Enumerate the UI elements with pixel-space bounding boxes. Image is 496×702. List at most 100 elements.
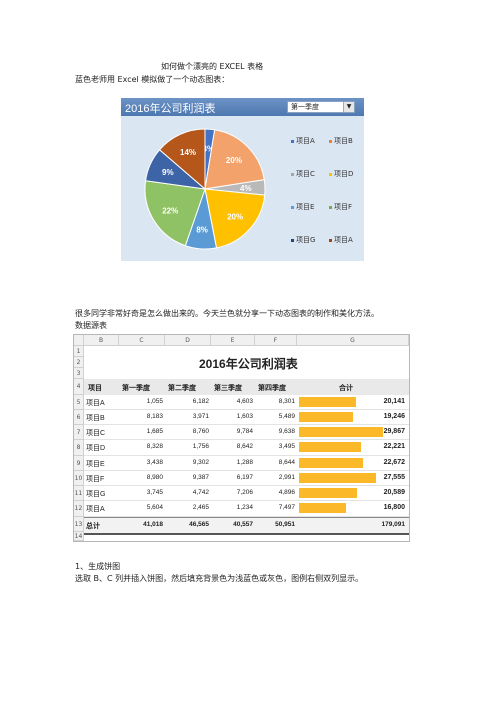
row-total: 22,672 xyxy=(383,459,405,466)
quarter-value: 8,760 xyxy=(192,428,209,435)
total-bar xyxy=(299,412,353,422)
pie-data-label: 4% xyxy=(240,184,252,193)
column-header: D xyxy=(165,335,211,346)
pie-data-label: 22% xyxy=(162,206,178,215)
quarter-value: 9,387 xyxy=(192,474,209,481)
legend-label: 项目E xyxy=(296,203,315,211)
table-header: 第四季度 xyxy=(258,385,286,392)
project-name: 项目C xyxy=(86,430,106,437)
legend-item: 项目B xyxy=(329,136,353,146)
quarter-value: 8,642 xyxy=(236,443,253,450)
legend-swatch xyxy=(329,139,332,143)
legend-swatch xyxy=(329,238,332,242)
quarter-value: 9,638 xyxy=(278,428,295,435)
corner-cell xyxy=(74,335,84,346)
legend-swatch xyxy=(291,238,294,242)
spreadsheet-screenshot: B C D E F G 1 2 3 4 5 6 7 8 9 10 11 12 13 14 2016年公司利润表 项目 第一季… xyxy=(73,334,410,542)
table-header: 项目 xyxy=(88,385,102,392)
total-bar xyxy=(299,473,376,483)
row-header: 3 xyxy=(74,368,84,379)
table-header: 合计 xyxy=(339,385,353,392)
pie-chart: 3% 20% 4% 20% 8% 22% 9% 14% xyxy=(144,128,266,250)
quarter-value: 3,495 xyxy=(278,443,295,450)
row-header: 12 xyxy=(74,501,84,517)
quarter-value: 8,644 xyxy=(278,459,295,466)
pie-data-label: 20% xyxy=(227,213,243,222)
quarter-value: 7,497 xyxy=(278,504,295,511)
row-header: 14 xyxy=(74,532,84,541)
pie-slice xyxy=(204,188,266,249)
table-header: 第三季度 xyxy=(214,385,242,392)
header-row-bg xyxy=(84,379,409,395)
legend-label: 项目A xyxy=(334,236,353,244)
table-row-line xyxy=(84,485,409,486)
pie-slice xyxy=(144,180,206,247)
project-name: 项目F xyxy=(86,476,105,483)
total-value: 40,557 xyxy=(233,521,253,528)
total-bar xyxy=(299,458,363,468)
quarter-value: 4,896 xyxy=(278,489,295,496)
quarter-value: 1,685 xyxy=(146,428,163,435)
quarter-value: 9,302 xyxy=(192,459,209,466)
legend-item: 项目A xyxy=(291,136,315,146)
row-header: 2 xyxy=(74,357,84,368)
quarter-value: 6,197 xyxy=(236,474,253,481)
intro-text: 蓝色老师用 Excel 模拟做了一个动态图表： xyxy=(75,75,230,84)
row-header: 7 xyxy=(74,425,84,440)
chevron-down-icon[interactable]: ▼ xyxy=(343,102,354,112)
pie-data-label: 20% xyxy=(226,156,242,165)
total-value: 50,951 xyxy=(275,521,295,528)
table-row-line xyxy=(84,439,409,440)
legend-label: 项目D xyxy=(334,170,354,178)
sheet-title: 2016年公司利润表 xyxy=(199,357,298,371)
table-row-line xyxy=(84,470,409,471)
quarter-value: 8,328 xyxy=(146,443,163,450)
legend-swatch xyxy=(329,172,332,176)
column-header: F xyxy=(255,335,297,346)
project-name: 项目D xyxy=(86,445,106,452)
quarter-value: 7,206 xyxy=(236,489,253,496)
quarter-value: 2,991 xyxy=(278,474,295,481)
row-header: 5 xyxy=(74,395,84,410)
step-1-description: 选取 B、C 列并插入饼图，然后填充背景色为浅蓝色或灰色，图例右侧双列显示。 xyxy=(75,574,364,583)
pie-data-label: 8% xyxy=(196,226,208,235)
legend-swatch xyxy=(329,205,332,209)
pie-slice xyxy=(158,128,206,191)
pie-data-label: 3% xyxy=(203,144,215,153)
legend-label: 项目A xyxy=(296,137,315,145)
quarter-dropdown[interactable]: 第一季度 ▼ xyxy=(287,101,355,113)
total-row-bg xyxy=(84,517,409,535)
doc-title: 如何做个漂亮的 EXCEL 表格 xyxy=(161,62,264,71)
total-bar xyxy=(299,503,346,513)
legend-swatch xyxy=(291,172,294,176)
quarter-value: 8,183 xyxy=(146,413,163,420)
project-name: 项目A xyxy=(86,400,105,407)
quarter-value: 1,055 xyxy=(146,398,163,405)
legend-item: 项目F xyxy=(329,202,352,212)
pie-chart-title: 2016年公司利润表 xyxy=(125,103,216,115)
row-total: 20,589 xyxy=(383,489,405,496)
total-value: 46,565 xyxy=(189,521,209,528)
quarter-value: 1,234 xyxy=(236,504,253,511)
table-row-line xyxy=(84,409,409,410)
project-name: 项目G xyxy=(86,491,106,498)
legend-swatch xyxy=(291,139,294,143)
total-value: 41,018 xyxy=(143,521,163,528)
quarter-value: 5,604 xyxy=(146,504,163,511)
quarter-value: 8,301 xyxy=(278,398,295,405)
quarter-dropdown-value: 第一季度 xyxy=(291,103,319,111)
total-label: 总计 xyxy=(86,523,100,530)
paragraph-1: 很多同学非常好奇是怎么做出来的。今天兰色就分享一下动态图表的制作和美化方法。 xyxy=(75,309,379,318)
grand-total: 179,091 xyxy=(381,521,406,528)
quarter-value: 8,980 xyxy=(146,474,163,481)
row-total: 20,141 xyxy=(383,398,405,405)
pie-slice xyxy=(204,129,265,190)
legend-label: 项目F xyxy=(334,203,353,211)
row-header: 9 xyxy=(74,456,84,471)
quarter-value: 5,489 xyxy=(278,413,295,420)
pie-chart-panel: 2016年公司利润表 第一季度 ▼ 3% 20% 4% 20% 8% 22% 9% 14% 项… xyxy=(121,98,364,261)
quarter-value: 6,182 xyxy=(192,398,209,405)
quarter-value: 4,742 xyxy=(192,489,209,496)
project-name: 项目A xyxy=(86,506,105,513)
row-header: 6 xyxy=(74,410,84,425)
